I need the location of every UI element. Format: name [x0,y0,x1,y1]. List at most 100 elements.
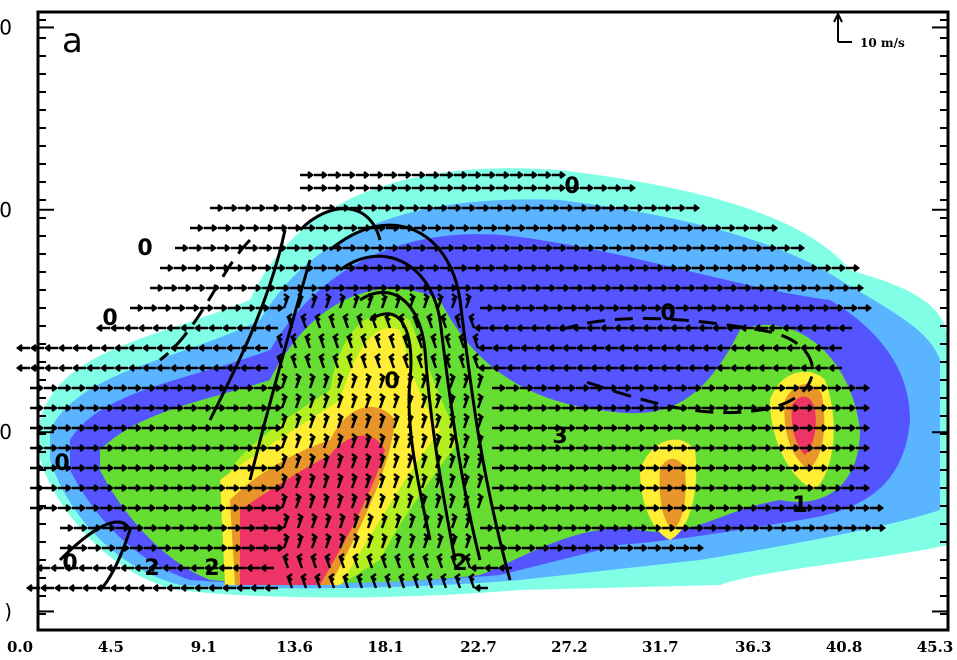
wind-vector [576,424,591,432]
wind-vector [440,171,455,179]
wind-vector [548,404,563,412]
wind-vector [141,364,156,372]
wind-vector [548,484,563,492]
wind-vector [114,404,129,412]
wind-vector [520,484,535,492]
wind-vector [142,404,157,412]
wind-vector [562,424,577,432]
wind-vector [450,293,459,309]
wind-vector [296,533,305,549]
wind-vector [634,304,649,312]
wind-vector [397,573,406,589]
wind-vector [225,344,240,352]
x-tick-label: 27.2 [551,638,588,656]
wind-vector [482,264,497,272]
wind-vector [506,484,521,492]
wind-vector [211,364,226,372]
wind-vector [263,584,278,592]
wind-vector [604,484,619,492]
wind-vector [308,433,317,449]
wind-vector [524,264,539,272]
wind-vector [487,324,502,332]
wind-vector [462,373,471,389]
wind-vector [676,524,691,532]
wind-vector [590,464,605,472]
contour-line [559,316,814,415]
wind-vector [760,524,775,532]
wind-vector [127,364,142,372]
wind-vector [519,364,534,372]
wind-vector [631,344,646,352]
wind-vector [763,244,778,252]
wind-vector [473,324,488,332]
wind-vector [356,184,371,192]
wind-vector [464,293,473,309]
wind-vector [454,264,469,272]
wind-vector [539,244,554,252]
wind-vector [322,373,331,389]
wind-vector [566,264,581,272]
wind-vector [624,224,639,232]
wind-vector [294,453,303,469]
wind-vector [772,444,787,452]
wind-vector [458,284,473,292]
wind-vector [322,393,331,409]
wind-vector [317,353,326,369]
wind-vector [113,344,128,352]
wind-vector [646,504,661,512]
wind-vector [550,544,565,552]
wind-vector [156,444,171,452]
wind-vector [688,444,703,452]
wind-vector [282,293,291,309]
wind-vector [114,424,129,432]
wind-vector [415,353,424,369]
wind-vector [141,344,156,352]
wind-vector [313,313,322,329]
wind-vector [244,264,259,272]
wind-vector [280,493,289,509]
wind-vector [420,413,429,429]
x-tick-label: 36.3 [735,638,772,656]
wind-vector [221,584,236,592]
wind-vector [170,424,185,432]
wind-vector [800,424,815,432]
wind-vector [323,553,332,569]
wind-vector [128,464,143,472]
wind-vector [301,244,316,252]
wind-vector [506,504,521,512]
wind-vector [434,373,443,389]
wind-vector [392,493,401,509]
wind-vector [308,453,317,469]
wind-vector [74,544,89,552]
wind-vector [406,204,421,212]
wind-vector [113,364,128,372]
wind-vector [165,324,180,332]
wind-vector [170,504,185,512]
contour-label: 0 [660,301,675,326]
wind-vector [184,424,199,432]
wind-vector [231,564,246,572]
wind-vector [378,204,393,212]
wind-vector [30,444,45,452]
wind-vector [570,284,585,292]
wind-vector [260,224,275,232]
wind-vector [576,504,591,512]
wind-vector [379,553,388,569]
wind-vector [357,244,372,252]
wind-vector [510,264,525,272]
wind-vector [574,204,589,212]
wind-vector [632,484,647,492]
wind-vector [592,304,607,312]
wind-vector [872,524,887,532]
wind-vector [716,404,731,412]
wind-vector [336,433,345,449]
wind-vector [456,224,471,232]
wind-vector [702,504,717,512]
wind-vector [738,284,753,292]
wind-vector [128,404,143,412]
wind-vector [534,424,549,432]
wind-vector [310,513,319,529]
wind-vector [620,524,635,532]
wind-vector [100,464,115,472]
wind-vector [548,504,563,512]
